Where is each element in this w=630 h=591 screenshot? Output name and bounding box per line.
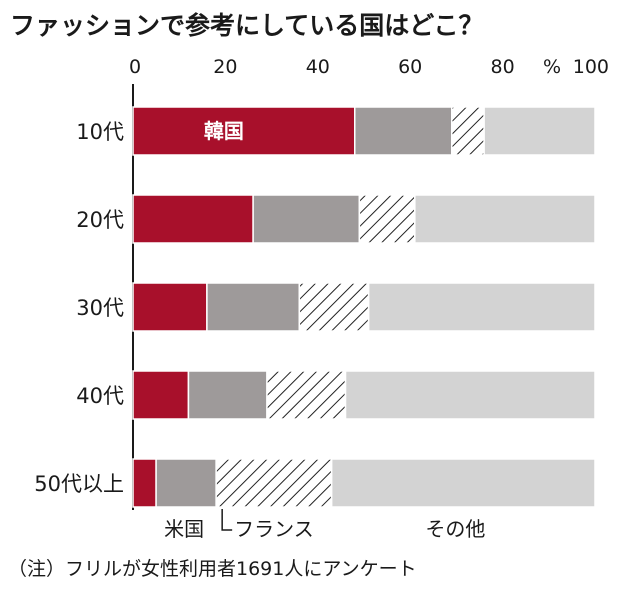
bar-segment (483, 106, 596, 156)
bar-segment (132, 458, 157, 508)
category-label: 50代以上 (34, 472, 124, 496)
bar-segment (266, 370, 347, 420)
x-tick-label: 60 (398, 56, 422, 78)
chart-title: ファッションで参考にしている国はどこ？ (10, 11, 484, 40)
legend-leader-france (221, 509, 233, 531)
category-label: 40代 (76, 384, 124, 408)
bar-segment (132, 282, 208, 332)
bar-segment (358, 194, 416, 244)
bar-segment (344, 370, 596, 420)
category-label: 10代 (76, 120, 124, 144)
bar-segment (354, 106, 453, 156)
bar-segment (206, 282, 301, 332)
bar-segment (252, 194, 361, 244)
bar-segment (132, 194, 254, 244)
footnote: （注）フリルが女性利用者1691人にアンケート (8, 558, 417, 580)
bar-segment (414, 194, 596, 244)
bar-segment (215, 458, 333, 508)
legend-label-france: フランス (234, 517, 314, 541)
bar-segment (187, 370, 268, 420)
legend-label-us: 米国 (164, 517, 204, 541)
bar-segment (367, 282, 596, 332)
bar-segment (330, 458, 596, 508)
category-label: 20代 (76, 208, 124, 232)
x-tick-label: 40 (306, 56, 330, 78)
bar-segment (132, 370, 190, 420)
category-label: 30代 (76, 296, 124, 320)
unit-label: % (543, 56, 561, 78)
x-tick-label: 80 (491, 56, 515, 78)
bar-label-korea: 韓国 (204, 119, 244, 143)
x-tick-label: 100 (573, 56, 609, 78)
bar-segment (155, 458, 217, 508)
legend-label-other: その他 (425, 517, 485, 541)
x-tick-label: 0 (129, 56, 141, 78)
x-tick-label: 20 (213, 56, 237, 78)
bar-segment (298, 282, 370, 332)
bar-segment (451, 106, 485, 156)
